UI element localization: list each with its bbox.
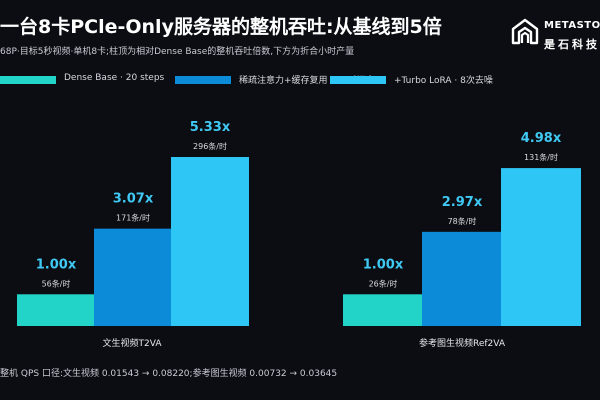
bar <box>17 294 95 326</box>
chart-subtitle: 68P·目标5秒视频·单机8卡;柱顶为相对Dense Base的整机吞吐倍数,下… <box>0 47 355 57</box>
logo-icon <box>511 18 539 45</box>
bar-throughput-label: 296条/时 <box>193 141 227 151</box>
chart-title: 一台8卡PCle-Only服务器的整机吞吐:从基线到5倍 <box>0 16 442 38</box>
bar <box>94 228 172 326</box>
bar-multiplier-label: 5.33x <box>190 120 231 135</box>
bar-multiplier-label: 3.07x <box>113 192 154 207</box>
legend-label: Dense Base · 20 steps <box>64 73 165 83</box>
bar-multiplier-label: 1.00x <box>363 257 404 272</box>
bar-throughput-label: 78条/时 <box>448 216 477 226</box>
bar <box>422 231 502 326</box>
legend-label: +Turbo LoRA · 8次去噪 <box>394 76 493 86</box>
bar-throughput-label: 131条/时 <box>524 152 558 162</box>
category-label: 文生视频T2VA <box>103 337 163 349</box>
legend-swatch <box>175 76 231 84</box>
bar-multiplier-label: 2.97x <box>442 195 483 210</box>
bar-throughput-label: 26条/时 <box>369 278 398 288</box>
legend-swatch <box>0 76 56 84</box>
legend-label: 稀疏注意力+缓存复用 · 20时间点 <box>239 76 375 86</box>
legend-swatch <box>330 76 386 84</box>
bar <box>343 294 423 326</box>
bar-throughput-label: 171条/时 <box>116 213 150 223</box>
category-label: 参考图生视频Ref2VA <box>419 337 506 349</box>
brand-name-cn: 是石科技 <box>544 38 600 51</box>
bar-multiplier-label: 1.00x <box>36 257 77 272</box>
chart-legend: Dense Base · 20 steps 稀疏注意力+缓存复用 · 20时间点… <box>0 73 600 89</box>
bar-throughput-label: 56条/时 <box>42 278 71 288</box>
brand-name-en: METASTONE <box>544 20 600 31</box>
footnote: 整机 QPS 口径:文生视频 0.01543 → 0.08220;参考图生视频 … <box>0 369 338 379</box>
bar-multiplier-label: 4.98x <box>521 131 562 146</box>
bar <box>171 157 249 326</box>
bar <box>501 168 581 326</box>
